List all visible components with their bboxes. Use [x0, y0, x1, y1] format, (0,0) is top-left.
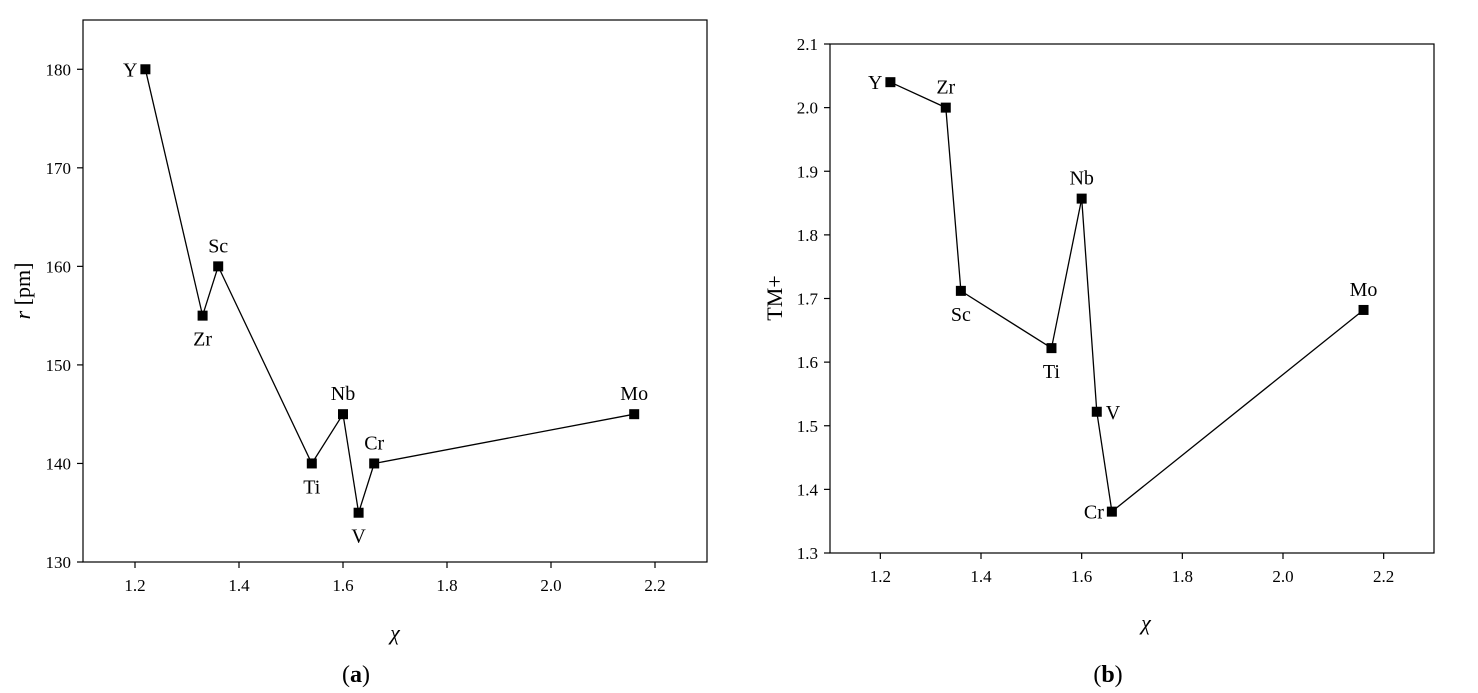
panel-a-y-ticks: 130 140 150 160 170 180: [46, 60, 83, 572]
panel-a-y-tick-label: 130: [46, 553, 72, 572]
panel-b-point-label-ti: Ti: [1043, 361, 1061, 383]
panel-b-y-ticks: 1.3 1.4 1.5 1.6 1.7 1.8 1.9 2.0 2.1: [797, 35, 830, 563]
panel-b-y-tick-label: 1.5: [797, 417, 818, 436]
panel-a-point-mo: [629, 409, 640, 420]
panel-b-x-tick-label: 2.0: [1272, 567, 1293, 586]
panel-a-y-tick-label: 170: [46, 159, 72, 178]
panel-b-y-axis-title: TM+: [762, 275, 787, 320]
panel-b-y-tick-label: 1.8: [797, 226, 818, 245]
panel-b-x-ticks: 1.2 1.4 1.6 1.8 2.0 2.2: [870, 553, 1394, 586]
panel-b-point-cr: [1106, 506, 1117, 517]
panel-b-point-label-mo: Mo: [1350, 279, 1378, 301]
panel-a-x-ticks: 1.2 1.4 1.6 1.8 2.0 2.2: [124, 562, 666, 595]
panel-a-plot-frame: [82, 19, 708, 563]
panel-b-y-tick-label: 1.4: [797, 480, 819, 499]
panel-b-point-label-nb: Nb: [1069, 168, 1093, 190]
panel-a-chart: 1.2 1.4 1.6 1.8 2.0 2.2 130 140 150 160 170 180 Y Z…: [10, 19, 708, 688]
panel-a-point-v: [353, 507, 364, 518]
panel-b-x-tick-label: 1.6: [1071, 567, 1092, 586]
panel-a-point-cr: [369, 458, 380, 469]
panel-b-x-tick-label: 2.2: [1373, 567, 1394, 586]
panel-a-x-tick-label: 2.2: [644, 576, 665, 595]
panel-b-series: Y Zr Sc Ti Nb V Cr Mo: [868, 72, 1377, 523]
panel-b-point-label-v: V: [1106, 402, 1121, 424]
panel-a-y-tick-label: 140: [46, 454, 72, 473]
panel-a-point-label-zr: Zr: [193, 329, 212, 351]
panel-b-series-line: [890, 81, 1364, 513]
panel-a-point-label-cr: Cr: [364, 432, 384, 454]
panel-a-point-y: [140, 64, 151, 75]
panel-a-series-line: [144, 69, 635, 513]
panel-a-y-axis-title: r [pm]: [10, 263, 35, 320]
panel-a-y-tick-label: 150: [46, 356, 72, 375]
panel-a-y-tick-label: 180: [46, 60, 72, 79]
panel-b-point-label-zr: Zr: [936, 77, 955, 99]
panel-b-y-tick-label: 1.7: [797, 290, 819, 309]
panel-b-point-v: [1091, 406, 1102, 417]
panel-b-point-zr: [940, 102, 951, 113]
panel-b-y-tick-label: 2.0: [797, 99, 818, 118]
panel-b-caption-letter: b: [1101, 662, 1114, 688]
panel-b-point-nb: [1076, 193, 1087, 204]
panel-b-caption: (b): [1093, 662, 1122, 688]
panel-a-point-label-mo: Mo: [620, 383, 648, 405]
panel-b-x-tick-label: 1.8: [1172, 567, 1193, 586]
panel-b-plot-frame: [829, 43, 1435, 554]
panel-a-x-tick-label: 1.4: [228, 576, 250, 595]
panel-a-x-tick-label: 1.8: [436, 576, 457, 595]
panel-b-point-label-sc: Sc: [951, 304, 971, 326]
panel-b-y-tick-label: 1.9: [797, 162, 818, 181]
panel-a-point-ti: [306, 458, 317, 469]
panel-b-y-tick-label: 2.1: [797, 35, 818, 54]
panel-b-y-tick-label: 1.6: [797, 353, 818, 372]
panel-a-x-tick-label: 1.6: [332, 576, 353, 595]
panel-a-caption: (a): [342, 662, 370, 688]
panel-b-point-mo: [1358, 304, 1369, 315]
panel-b-point-label-cr: Cr: [1084, 502, 1104, 524]
panel-b-point-y: [885, 77, 896, 88]
panel-b-x-axis-title: χ: [1139, 610, 1152, 635]
panel-a-y-axis-title-symbol: r: [10, 310, 35, 319]
panel-b-chart: 1.2 1.4 1.6 1.8 2.0 2.2 1.3 1.4 1.5 1.6 1.7 1.8 1.9…: [762, 35, 1435, 688]
panel-a-point-label-ti: Ti: [303, 476, 321, 498]
panel-a-caption-letter: a: [350, 662, 362, 688]
panel-a-y-tick-label: 160: [46, 257, 72, 276]
panel-a-x-axis-title: χ: [388, 620, 401, 645]
panel-a-point-label-sc: Sc: [208, 235, 228, 257]
panel-a-point-label-nb: Nb: [331, 383, 355, 405]
panel-a-series: Y Zr Sc Ti Nb V Cr Mo: [123, 59, 648, 547]
panel-a-x-tick-label: 1.2: [124, 576, 145, 595]
panel-a-point-sc: [213, 261, 224, 272]
panel-b-y-tick-label: 1.3: [797, 544, 818, 563]
panel-a-point-label-y: Y: [123, 59, 137, 81]
panel-b-x-tick-label: 1.2: [870, 567, 891, 586]
panel-a-point-nb: [338, 409, 348, 420]
panel-b-point-label-y: Y: [868, 72, 882, 94]
panel-b-point-sc: [955, 285, 966, 296]
panel-a-point-zr: [197, 310, 208, 321]
panel-a-x-tick-label: 2.0: [540, 576, 561, 595]
panel-a-point-label-v: V: [351, 526, 366, 548]
panel-b-point-ti: [1046, 343, 1057, 354]
panel-a-y-axis-title-unit: [pm]: [10, 263, 35, 311]
panel-b-x-tick-label: 1.4: [970, 567, 992, 586]
